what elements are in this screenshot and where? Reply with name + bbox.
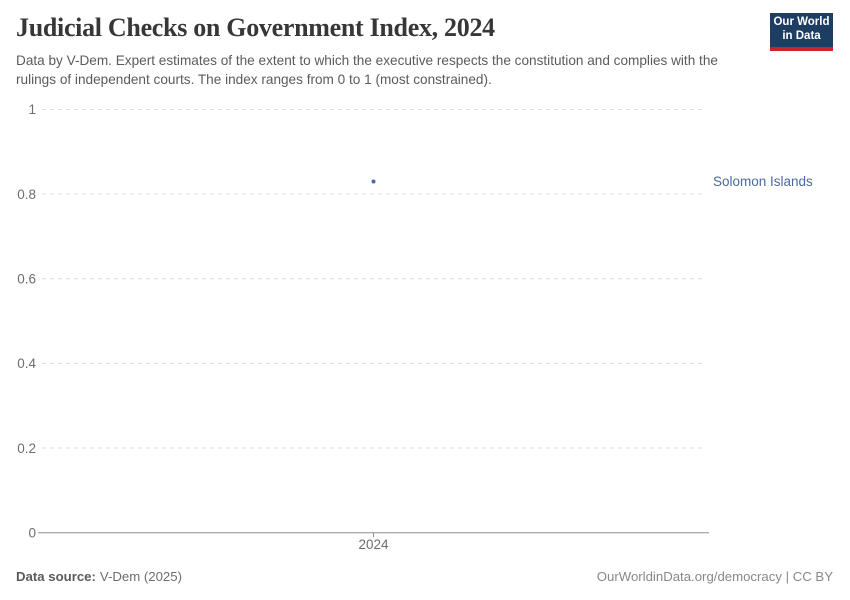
x-tick-label: 2024 (358, 537, 389, 552)
y-tick-label: 1 (28, 102, 36, 117)
entity-label[interactable]: Solomon Islands (713, 174, 813, 189)
data-source-value: V-Dem (2025) (99, 569, 182, 584)
y-tick-label: 0 (28, 525, 36, 540)
owid-logo-line2: in Data (782, 29, 821, 42)
chart-subtitle: Data by V-Dem. Expert estimates of the e… (16, 53, 718, 87)
y-tick-label: 0.2 (17, 441, 36, 456)
data-source-label: Data source: (16, 569, 96, 584)
chart-title: Judicial Checks on Government Index, 202… (16, 13, 495, 42)
data-point[interactable] (371, 179, 376, 184)
y-tick-label: 0.6 (17, 271, 36, 286)
owid-logo-line1: Our World (773, 16, 830, 28)
footer-credit: OurWorldinData.org/democracy | CC BY (596, 569, 833, 584)
y-tick-label: 0.8 (17, 187, 36, 202)
footer-source: Data source: V-Dem (2025) (16, 569, 182, 584)
owid-logo: Our World in Data (770, 13, 833, 51)
y-tick-label: 0.4 (17, 356, 36, 371)
